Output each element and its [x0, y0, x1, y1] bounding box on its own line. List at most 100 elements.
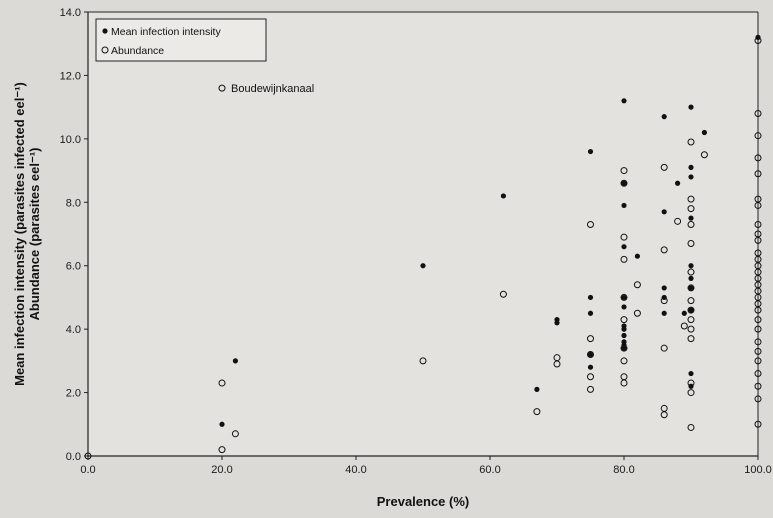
abundance-point	[587, 385, 594, 393]
abundance-point	[754, 306, 762, 314]
abundance-point	[754, 395, 762, 403]
mean-intensity-point	[621, 294, 627, 301]
abundance-point	[754, 170, 762, 178]
abundance-point	[674, 217, 682, 225]
mean-intensity-point	[500, 193, 506, 199]
legend-label-abundance: Abundance	[111, 45, 164, 57]
abundance-point	[754, 347, 762, 355]
abundance-point	[687, 325, 695, 333]
abundance-point	[754, 201, 762, 209]
mean-intensity-point	[621, 202, 627, 209]
abundance-point	[620, 293, 628, 301]
abundance-point	[754, 316, 762, 324]
abundance-point	[687, 138, 695, 146]
mean-intensity-point	[420, 263, 426, 269]
mean-intensity-point	[681, 310, 687, 316]
annotation-label: Boudewijnkanaal	[231, 83, 314, 95]
mean-intensity-point	[554, 320, 560, 326]
abundance-point	[754, 132, 762, 140]
abundance-point	[687, 379, 695, 387]
y-axis-title-line2: Abundance (parasites eel⁻¹)	[27, 147, 42, 320]
abundance-point	[687, 195, 695, 203]
abundance-point	[587, 373, 594, 381]
mean-intensity-point	[621, 332, 627, 339]
abundance-point	[754, 109, 762, 117]
abundance-point	[687, 220, 695, 228]
abundance-point	[687, 389, 695, 397]
abundance-point	[687, 423, 695, 431]
abundance-point	[218, 446, 226, 454]
x-tick-label: 100.0	[744, 464, 772, 476]
abundance-point	[754, 37, 762, 45]
abundance-point	[620, 316, 628, 324]
abundance-point	[620, 379, 628, 387]
abundance-point	[754, 338, 762, 346]
abundance-point	[754, 220, 762, 228]
abundance-point	[218, 84, 226, 92]
mean-intensity-point	[688, 275, 694, 281]
abundance-point	[687, 240, 695, 248]
mean-intensity-point	[688, 307, 694, 313]
abundance-point	[620, 179, 628, 187]
abundance-point	[620, 233, 628, 241]
abundance-point	[754, 325, 762, 333]
abundance-point	[499, 290, 507, 298]
y-tick-label: 2.0	[66, 388, 81, 400]
abundance-point	[680, 322, 688, 330]
mean-intensity-point	[621, 304, 627, 310]
x-tick-label: 40.0	[345, 464, 366, 476]
mean-intensity-point	[661, 310, 667, 316]
mean-intensity-point	[688, 104, 694, 110]
mean-intensity-point	[587, 148, 594, 155]
y-tick-label: 12.0	[60, 70, 81, 82]
abundance-point	[687, 335, 695, 343]
mean-intensity-point	[688, 263, 694, 269]
mean-intensity-point	[534, 386, 540, 392]
abundance-point	[687, 284, 695, 292]
mean-intensity-point	[688, 370, 694, 377]
abundance-point	[660, 297, 668, 305]
mean-intensity-point	[621, 180, 627, 186]
mean-intensity-point	[688, 174, 694, 180]
mean-intensity-point	[621, 244, 627, 250]
data-points	[84, 34, 762, 460]
mean-intensity-point	[661, 285, 667, 291]
mean-intensity-point	[675, 180, 681, 186]
abundance-point	[231, 430, 239, 438]
abundance-point	[587, 335, 594, 343]
mean-intensity-point	[621, 345, 627, 351]
mean-intensity-point	[587, 294, 594, 301]
abundance-point	[687, 316, 695, 324]
mean-intensity-point	[688, 164, 694, 170]
abundance-point	[660, 246, 668, 254]
y-tick-label: 8.0	[66, 197, 81, 209]
abundance-point	[660, 344, 668, 352]
abundance-point	[660, 411, 668, 419]
abundance-point	[419, 357, 427, 365]
plot-background	[88, 12, 758, 456]
abundance-point	[620, 344, 628, 352]
abundance-point	[633, 309, 641, 317]
mean-intensity-point	[688, 285, 694, 291]
abundance-point	[620, 255, 628, 263]
y-axis-title-line1: Mean infection intensity (parasites infe…	[12, 82, 27, 386]
y-axis-title-group: Mean infection intensity (parasites infe…	[12, 82, 42, 386]
x-axis-title: Prevalence (%)	[377, 494, 470, 509]
legend-marker-mean-intensity	[102, 28, 108, 34]
abundance-point	[553, 360, 561, 368]
legend: Mean infection intensity Abundance	[95, 18, 267, 62]
abundance-point	[660, 163, 668, 171]
mean-intensity-point	[661, 114, 667, 120]
abundance-point	[700, 151, 708, 159]
mean-intensity-point	[232, 358, 238, 364]
mean-intensity-point	[621, 98, 627, 104]
mean-intensity-point	[587, 351, 594, 358]
y-tick-label: 6.0	[66, 261, 81, 273]
abundance-point	[754, 370, 762, 378]
mean-intensity-point	[587, 364, 594, 370]
y-tick-label: 0.0	[66, 451, 81, 463]
mean-intensity-point	[634, 253, 641, 259]
abundance-point	[84, 452, 92, 460]
y-tick-label: 14.0	[60, 7, 81, 19]
